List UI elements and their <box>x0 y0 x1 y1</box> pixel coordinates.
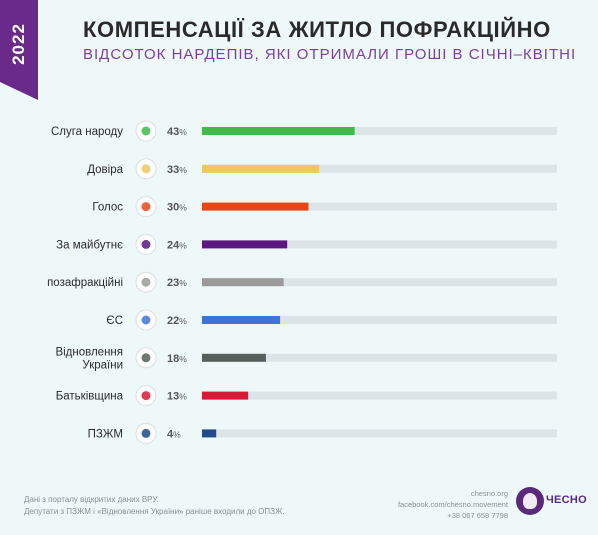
category-label: Довіра <box>87 164 123 176</box>
category-label: ЄС <box>106 315 123 327</box>
chart-subtitle: ВІДСОТОК НАРДЕПІВ, ЯКІ ОТРИМАЛИ ГРОШІ В … <box>83 46 577 63</box>
value-label: 22% <box>167 315 187 327</box>
bar <box>202 316 281 324</box>
footer-facebook[interactable]: facebook.com/chesno.movement <box>397 500 508 509</box>
bar-chart: Слуга народу 43% Довіра 33% Голос 30% За майбу… <box>47 120 557 444</box>
percent-sign: % <box>179 354 187 364</box>
category-label: ПЗЖМ <box>88 428 123 440</box>
bar-track <box>202 127 557 135</box>
batkivshchyna-heart-icon-mark <box>141 391 151 401</box>
category-label-line: Батьківщина <box>56 391 124 403</box>
percent-sign: % <box>179 165 187 175</box>
value-label: 4% <box>167 428 181 440</box>
category-label-line: ПЗЖМ <box>88 428 123 440</box>
pzzhm-logo-icon-mark <box>141 428 151 438</box>
percent-sign: % <box>179 240 187 250</box>
chart-title: КОМПЕНСАЦІЇ ЗА ЖИТЛО ПОФРАКЦІЙНО <box>83 17 551 42</box>
category-label-line: Довіра <box>87 164 123 176</box>
category-label-line: Голос <box>92 202 123 214</box>
footer-contacts: chesno.org facebook.com/chesno.movement … <box>398 488 508 521</box>
footer-source: Дані з порталу відкритих даних ВРУ. <box>24 495 159 504</box>
bar-track <box>202 202 557 211</box>
footer-phone: +38 067 658 7798 <box>447 511 508 520</box>
category-label-line: Відновлення <box>55 346 123 358</box>
bar-track <box>202 240 557 249</box>
bar-track <box>202 164 557 173</box>
category-label: За майбутнє <box>56 239 123 251</box>
value-label: 13% <box>167 391 187 403</box>
bar <box>202 391 249 400</box>
footer-site[interactable]: chesno.org <box>470 489 508 498</box>
category-label: Батьківщина <box>56 391 124 403</box>
brand-name: ЧЕСНО <box>546 494 588 506</box>
bar-track <box>202 316 557 324</box>
person-silhouette-icon-mark <box>141 277 151 287</box>
value-label: 18% <box>167 353 187 365</box>
bar <box>202 353 266 362</box>
sluha-narodu-logo-icon-mark <box>141 126 151 136</box>
percent-sign: % <box>179 278 187 288</box>
category-label-line: Слуга народу <box>51 126 123 138</box>
footer-note: Депутати з ПЗЖМ і «Відновлення України» … <box>24 507 285 516</box>
percent-sign: % <box>179 316 187 326</box>
bar-track <box>202 353 557 362</box>
vidnovlennia-ukrainy-logo-icon-mark <box>141 353 151 363</box>
bar-track <box>202 429 557 438</box>
bar-track <box>202 278 557 287</box>
bar <box>202 429 217 438</box>
bar <box>202 240 288 249</box>
holos-logo-icon-mark <box>141 202 151 212</box>
bar <box>202 278 284 287</box>
category-label-line: України <box>82 359 123 371</box>
value-label: 43% <box>167 126 187 138</box>
bar <box>202 202 309 211</box>
category-label-line: ЄС <box>106 315 123 327</box>
year-tag: 2022 <box>0 0 38 100</box>
value-label: 23% <box>167 277 187 289</box>
za-maibutnie-logo-icon-mark <box>141 239 151 249</box>
bar <box>202 164 320 173</box>
category-label: Відновлення України <box>55 346 123 371</box>
category-label-line: За майбутнє <box>56 239 123 251</box>
bar <box>202 127 355 135</box>
percent-sign: % <box>179 392 187 402</box>
chesno-logo-icon <box>516 487 544 515</box>
bar-track <box>202 391 557 400</box>
percent-sign: % <box>179 203 187 213</box>
value-label: 24% <box>167 239 187 251</box>
category-label: позафракційні <box>47 277 123 289</box>
value-label: 30% <box>167 202 187 214</box>
percent-sign: % <box>179 127 187 137</box>
yes-logo-icon-mark <box>141 315 151 325</box>
footer-notes: Дані з порталу відкритих даних ВРУ. Депу… <box>24 494 285 518</box>
dovira-logo-icon-mark <box>141 164 151 174</box>
category-label: Голос <box>92 202 123 214</box>
value-label: 33% <box>167 164 187 176</box>
category-label-line: позафракційні <box>47 277 123 289</box>
percent-sign: % <box>173 429 181 439</box>
category-label: Слуга народу <box>51 126 123 138</box>
